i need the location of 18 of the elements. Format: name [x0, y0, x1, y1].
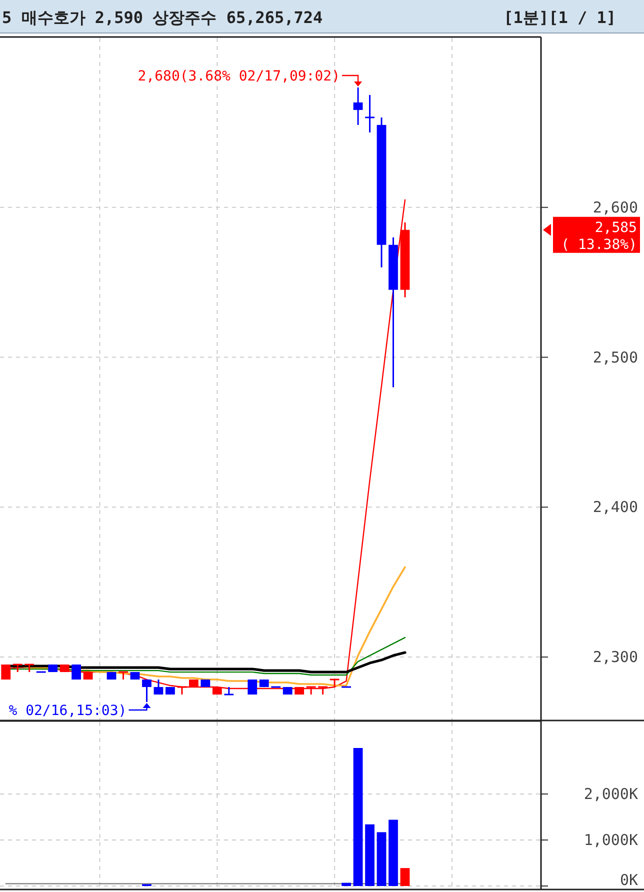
candlestick [353, 86, 363, 126]
y-tick-label: 0K [620, 871, 638, 889]
y-tick-label: 2,300 [592, 648, 638, 666]
text: 2,585 ( 13.38%) [561, 220, 637, 253]
annotation: % 02/16,15:03) [8, 703, 127, 720]
candlestick [224, 686, 234, 696]
candlestick [365, 94, 374, 134]
chart-title: 5 매수호가 2,590 상장주수 65,265,724 [2, 8, 323, 27]
candlestick [154, 678, 164, 696]
y-tick-label: 2,400 [592, 498, 638, 516]
candlestick [248, 678, 258, 696]
annotation: 2,680(3.68% 02/17,09:02) [138, 68, 340, 84]
y-tick-label: 2,600 [592, 198, 638, 216]
y-tick-label: 2,500 [592, 348, 638, 366]
y-tick-label: 2,000K [584, 785, 638, 803]
text: [1분][1 / 1] [504, 8, 616, 27]
candlestick [72, 664, 81, 680]
y-tick-label: 1,000K [584, 831, 638, 850]
